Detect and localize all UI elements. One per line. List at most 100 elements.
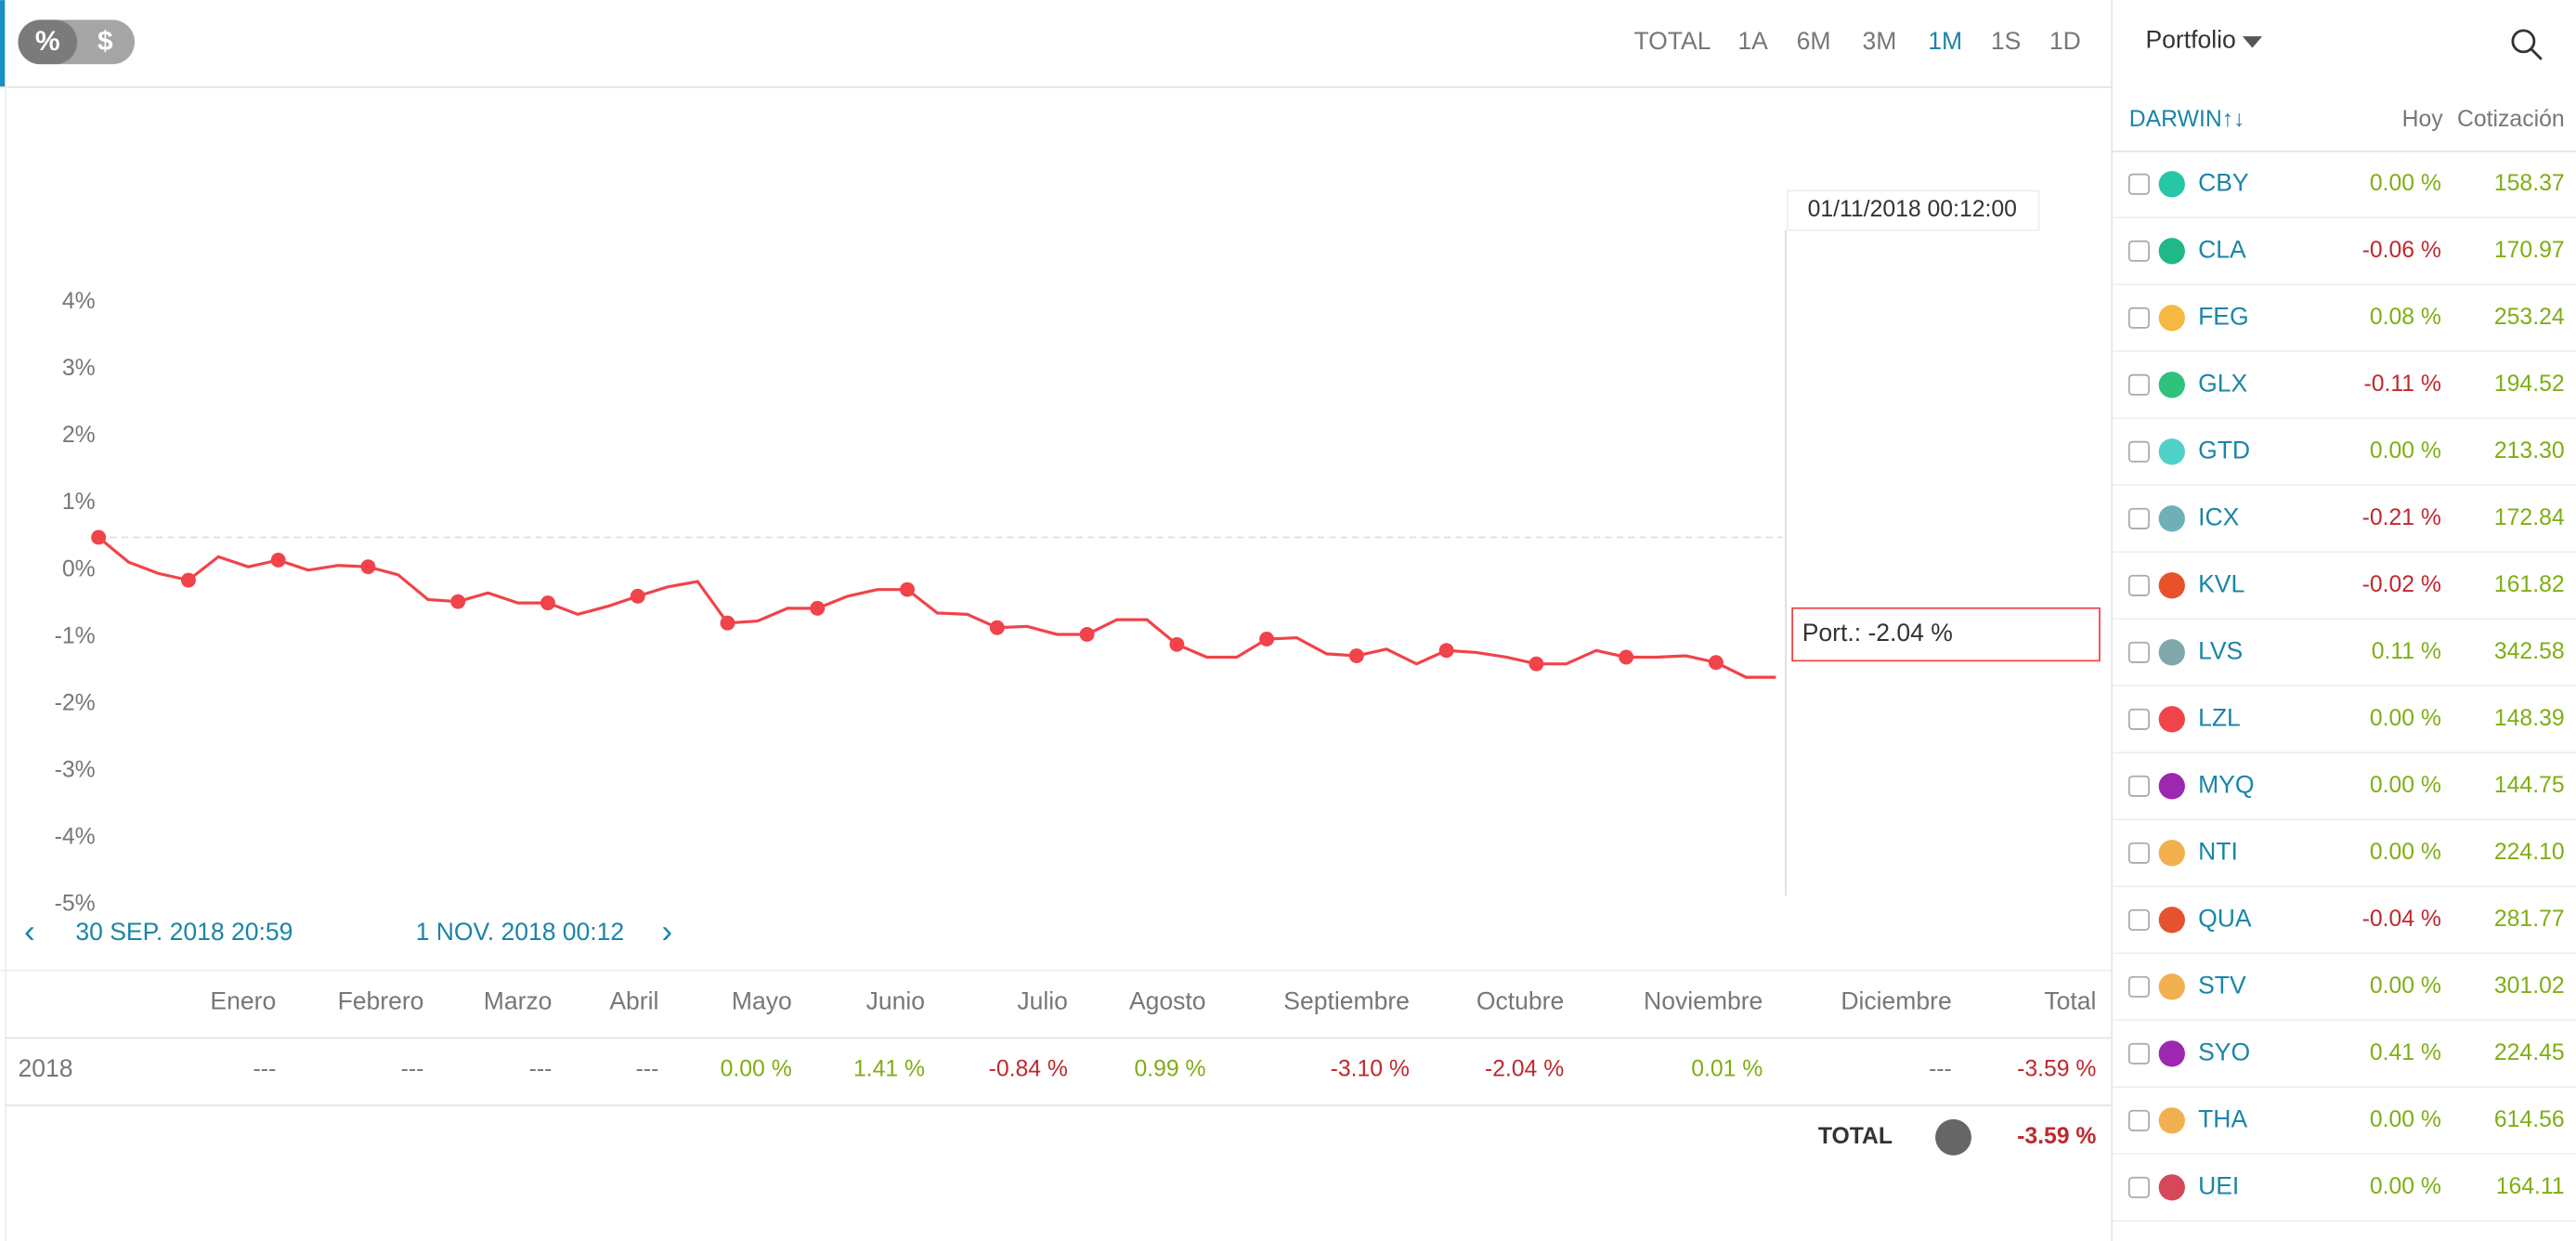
darwin-name[interactable]: CLA: [2198, 235, 2246, 263]
checkbox[interactable]: [2127, 775, 2150, 797]
list-header: Hoy: [2402, 107, 2444, 132]
darwin-price: 281.77: [2494, 907, 2565, 932]
darwin-price: 148.39: [2494, 706, 2565, 731]
darwin-today: -0.21 %: [2362, 505, 2441, 530]
nav-prev[interactable]: ‹: [24, 913, 35, 949]
period-button[interactable]: 3M: [1862, 27, 1896, 55]
checkbox[interactable]: [2127, 1109, 2150, 1131]
darwin-today: -0.06 %: [2362, 238, 2441, 263]
darwin-name[interactable]: SYO: [2198, 1038, 2250, 1065]
darwin-today: -0.02 %: [2362, 572, 2441, 597]
darwin-today: -0.11 %: [2363, 372, 2440, 397]
unit-toggle-active: [18, 20, 78, 65]
unit-button[interactable]: $: [98, 26, 113, 57]
darwin-name[interactable]: GTD: [2198, 436, 2250, 464]
darwin-name[interactable]: CBY: [2198, 168, 2249, 196]
darwin-color: [2158, 372, 2185, 398]
month-header: Diciembre: [1841, 986, 1951, 1014]
darwin-name[interactable]: LZL: [2198, 703, 2241, 731]
darwin-name[interactable]: QUA: [2198, 904, 2252, 932]
darwin-color: [2158, 973, 2185, 1000]
month-header: Total: [2044, 986, 2096, 1014]
point: [810, 600, 826, 616]
nav-next[interactable]: ›: [661, 913, 672, 949]
month-value: ---: [253, 1056, 276, 1081]
checkbox[interactable]: [2127, 240, 2150, 262]
checkbox[interactable]: [2127, 708, 2150, 730]
darwin-color: [2158, 1040, 2185, 1067]
search-icon: [2530, 48, 2543, 60]
month-value: 1.41 %: [853, 1056, 925, 1081]
month-value: -2.04 %: [1485, 1056, 1564, 1081]
period-button[interactable]: 1D: [2049, 27, 2081, 55]
darwin-color: [2158, 171, 2185, 198]
darwin-name[interactable]: KVL: [2198, 569, 2244, 597]
checkbox[interactable]: [2127, 307, 2150, 329]
darwin-today: 0.00 %: [2370, 706, 2441, 731]
checkbox[interactable]: [2127, 373, 2150, 396]
checkbox[interactable]: [2127, 507, 2150, 529]
point: [1348, 648, 1364, 663]
y-tick-label: -2%: [55, 690, 96, 715]
darwin-price: 614.56: [2494, 1107, 2565, 1132]
y-tick-label: -4%: [55, 825, 96, 850]
darwin-color: [2158, 238, 2185, 265]
checkbox[interactable]: [2127, 842, 2150, 864]
month-value: -0.84 %: [989, 1056, 1068, 1081]
darwin-name[interactable]: NTI: [2198, 837, 2238, 865]
list-header[interactable]: DARWIN↑↓: [2129, 107, 2245, 132]
point: [1708, 655, 1724, 671]
darwin-name[interactable]: ICX: [2198, 503, 2240, 530]
darwin-price: 213.30: [2494, 438, 2565, 464]
tooltip-box: [1786, 189, 2040, 231]
darwin-name[interactable]: STV: [2198, 971, 2246, 999]
checkbox[interactable]: [2127, 1176, 2150, 1198]
darwin-name[interactable]: GLX: [2198, 369, 2247, 397]
darwin-price: 161.82: [2494, 572, 2565, 597]
darwin-name[interactable]: LVS: [2198, 636, 2243, 664]
portfolio-menu[interactable]: Portfolio: [2145, 25, 2235, 53]
darwin-color: [2158, 907, 2185, 934]
period-button[interactable]: 6M: [1797, 27, 1831, 55]
checkbox[interactable]: [2127, 440, 2150, 463]
period-button[interactable]: TOTAL: [1633, 27, 1711, 55]
point: [540, 595, 555, 611]
month-header: Marzo: [484, 986, 553, 1014]
checkbox[interactable]: [2127, 1042, 2150, 1065]
point: [1259, 632, 1275, 647]
period-button[interactable]: 1A: [1737, 27, 1768, 55]
month-header: Abril: [609, 986, 658, 1014]
darwin-price: 144.75: [2494, 773, 2565, 798]
search-icon[interactable]: [2511, 29, 2536, 54]
point: [180, 572, 196, 588]
darwin-price: 158.37: [2494, 171, 2565, 196]
checkbox[interactable]: [2127, 574, 2150, 596]
period-button[interactable]: 1S: [1991, 27, 2021, 55]
darwin-price: 224.45: [2494, 1040, 2565, 1065]
y-tick-label: -3%: [55, 758, 96, 783]
point: [91, 529, 107, 545]
darwin-name[interactable]: FEG: [2198, 302, 2249, 330]
month-header: Mayo: [732, 986, 792, 1014]
darwin-price: 164.11: [2496, 1174, 2565, 1199]
darwin-today: 0.00 %: [2370, 973, 2441, 999]
line: [98, 536, 1776, 679]
darwin-name[interactable]: THA: [2198, 1104, 2247, 1132]
point: [989, 620, 1005, 635]
y-tick-label: 0%: [62, 556, 96, 581]
checkbox[interactable]: [2127, 908, 2150, 931]
checkbox[interactable]: [2127, 641, 2150, 663]
checkbox[interactable]: [2127, 975, 2150, 998]
unit-button[interactable]: %: [35, 26, 60, 57]
darwin-color: [2158, 305, 2185, 332]
month-header: Febrero: [338, 986, 424, 1014]
checkbox[interactable]: [2127, 173, 2150, 195]
period-button[interactable]: 1M: [1928, 27, 1962, 55]
darwin-price: 224.10: [2494, 840, 2565, 865]
darwin-name[interactable]: UEI: [2198, 1171, 2239, 1199]
darwin-name[interactable]: MYQ: [2198, 770, 2254, 798]
list-header: Cotización: [2457, 107, 2565, 132]
darwin-today: 0.41 %: [2370, 1040, 2441, 1065]
darwin-price: 194.52: [2494, 372, 2565, 397]
darwin-today: 0.00 %: [2370, 773, 2441, 798]
